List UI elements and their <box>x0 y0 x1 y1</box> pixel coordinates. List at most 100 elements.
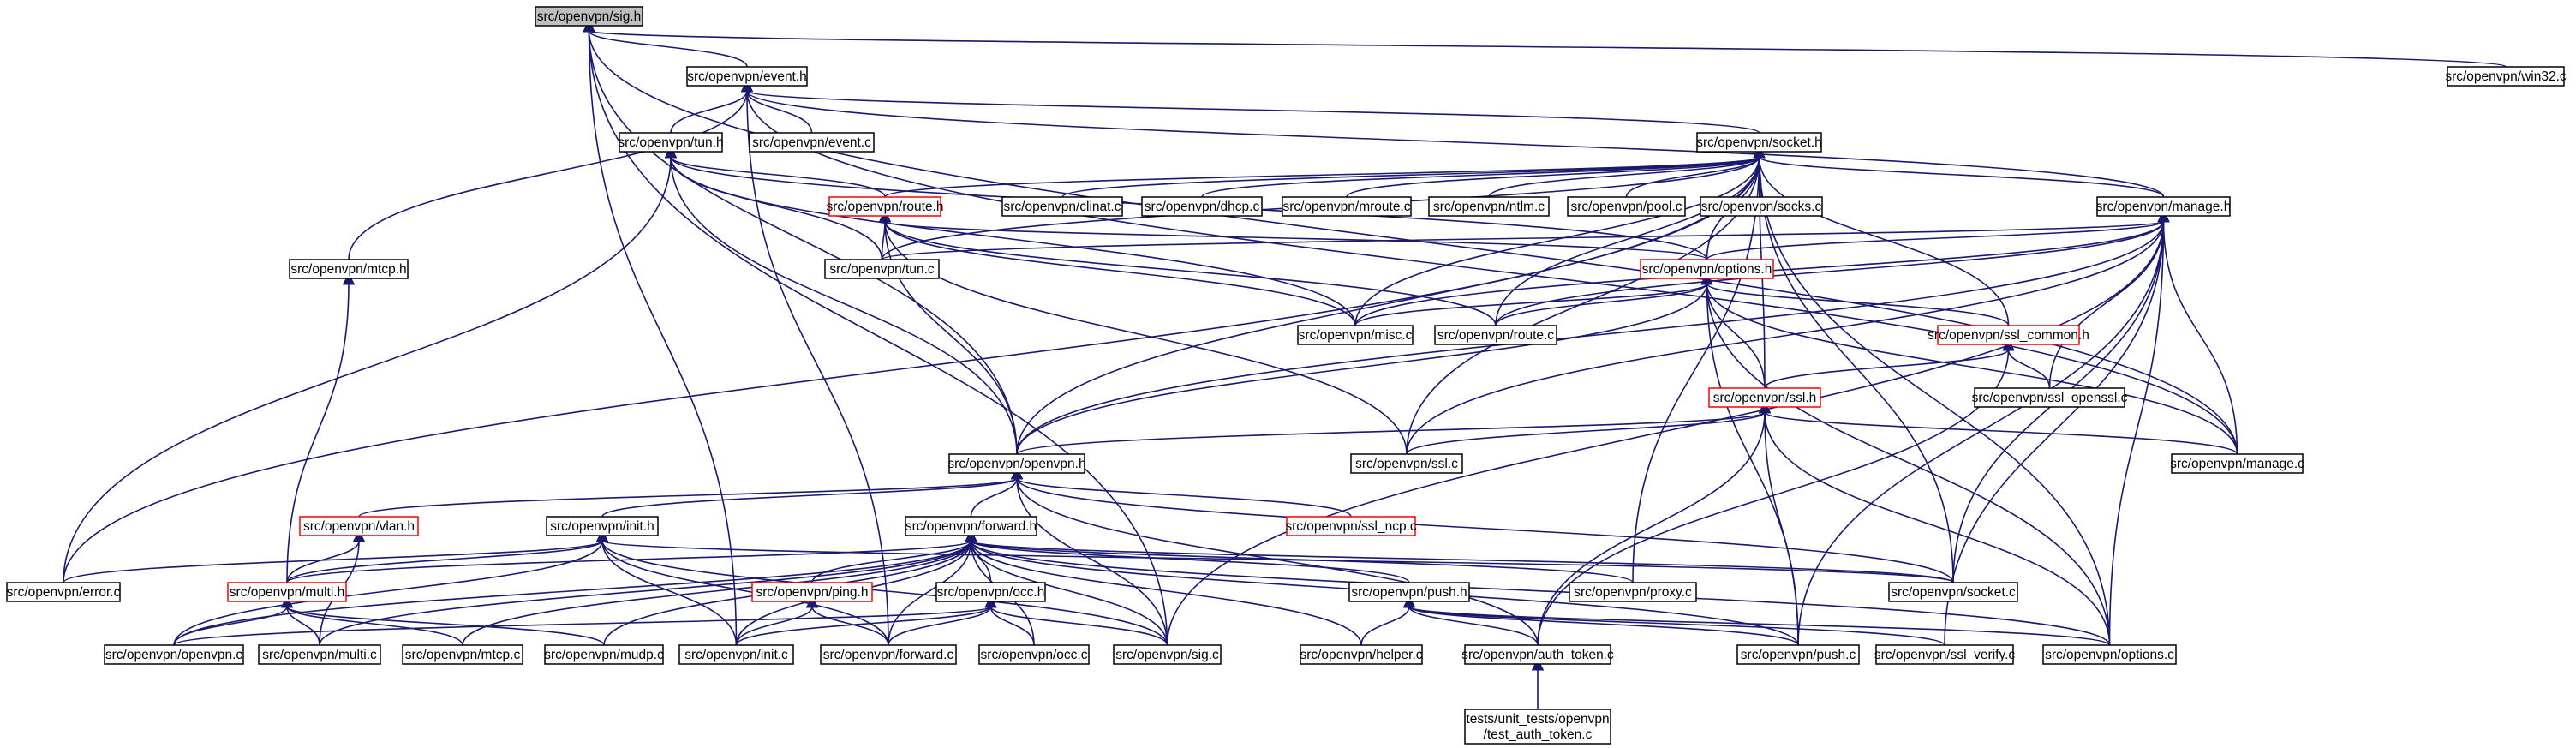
node-options-c[interactable]: src/openvpn/options.c <box>2042 644 2177 665</box>
node-label: src/openvpn/sig.h <box>537 9 642 24</box>
node-ssl-h[interactable]: src/openvpn/ssl.h <box>1708 387 1821 408</box>
node-mudp-c[interactable]: src/openvpn/mudp.c <box>544 644 664 665</box>
node-tun-h[interactable]: src/openvpn/tun.h <box>618 132 724 153</box>
node-label: src/openvpn/manage.c <box>2170 457 2304 471</box>
node-ssl-verify-c[interactable]: src/openvpn/ssl_verify.c <box>1874 644 2015 665</box>
node-manage-h[interactable]: src/openvpn/manage.h <box>2096 196 2232 217</box>
node-socks-c[interactable]: src/openvpn/socks.c <box>1700 196 1823 217</box>
edge-tun-h-to-misc-c <box>664 146 1356 326</box>
node-box <box>1640 259 1774 279</box>
node-ssl-c[interactable]: src/openvpn/ssl.c <box>1350 453 1463 474</box>
edge-multi-h-to-openvpn-c <box>173 595 294 646</box>
edge-manage-h-to-push-c <box>1797 210 2170 646</box>
node-sig-c[interactable]: src/openvpn/sig.c <box>1113 644 1222 665</box>
node-box <box>227 582 347 602</box>
node-mroute-c[interactable]: src/openvpn/mroute.c <box>1282 196 1412 217</box>
node-box <box>1282 196 1412 217</box>
edge-event-h-to-event-c <box>740 80 813 134</box>
node-label: src/openvpn/sig.c <box>1115 648 1219 662</box>
node-error-c[interactable]: src/openvpn/error.c <box>6 582 121 602</box>
node-ntlm-c[interactable]: src/openvpn/ntlm.c <box>1428 196 1550 217</box>
node-box <box>1348 582 1470 602</box>
node-route-h[interactable]: src/openvpn/route.h <box>826 196 944 217</box>
node-mtcp-h[interactable]: src/openvpn/mtcp.h <box>289 259 409 279</box>
node-socket-c[interactable]: src/openvpn/socket.c <box>1888 582 2018 602</box>
node-proxy-c[interactable]: src/openvpn/proxy.c <box>1569 582 1697 602</box>
edge-socket-h-to-misc-c <box>1354 146 1766 326</box>
node-push-c[interactable]: src/openvpn/push.c <box>1736 644 1860 665</box>
node-ping-h[interactable]: src/openvpn/ping.h <box>751 582 873 602</box>
node-label: src/openvpn/options.c <box>2045 648 2174 662</box>
edge-forward-h-to-sig-c <box>965 530 1168 646</box>
node-ssl-ncp-c[interactable]: src/openvpn/ssl_ncp.c <box>1285 516 1417 536</box>
node-route-c[interactable]: src/openvpn/route.c <box>1434 325 1557 345</box>
node-ssl-common-h[interactable]: src/openvpn/ssl_common.h <box>1928 325 2089 345</box>
node-box <box>1300 644 1423 665</box>
node-misc-c[interactable]: src/openvpn/misc.c <box>1297 325 1414 345</box>
edge-openvpn-h-to-sig-c <box>1010 467 1168 646</box>
node-vlan-h[interactable]: src/openvpn/vlan.h <box>299 516 419 536</box>
node-openvpn-c[interactable]: src/openvpn/openvpn.c <box>104 644 244 665</box>
node-label: src/openvpn/multi.h <box>230 585 344 600</box>
node-options-h[interactable]: src/openvpn/options.h <box>1640 259 1774 279</box>
node-push-h[interactable]: src/openvpn/push.h <box>1348 582 1470 602</box>
edge-route-h-to-misc-c <box>878 210 1356 326</box>
edge-ssl-common-h-to-ssl-openssl-c <box>2002 338 2051 389</box>
node-box <box>1113 644 1222 665</box>
node-init-h[interactable]: src/openvpn/init.h <box>546 516 659 536</box>
node-multi-c[interactable]: src/openvpn/multi.c <box>258 644 381 665</box>
node-box <box>546 516 659 536</box>
node-event-c[interactable]: src/openvpn/event.c <box>749 132 875 153</box>
node-occ-c[interactable]: src/openvpn/occ.c <box>978 644 1090 665</box>
node-multi-h[interactable]: src/openvpn/multi.h <box>227 582 347 602</box>
edge-route-h-to-options-h <box>878 210 1708 260</box>
node-event-h[interactable]: src/openvpn/event.h <box>686 66 808 87</box>
edge-socket-h-to-manage-h <box>1753 146 2165 198</box>
node-forward-c[interactable]: src/openvpn/forward.c <box>820 644 957 665</box>
node-win32-c[interactable]: src/openvpn/win32.c <box>2445 66 2567 87</box>
edge-manage-h-to-ssl-verify-c <box>1944 210 2170 646</box>
node-label: src/openvpn/ssl_ncp.c <box>1285 519 1417 534</box>
node-mtcp-c[interactable]: src/openvpn/mtcp.c <box>402 644 523 665</box>
edge-manage-h-to-ssl-openssl-c <box>2048 210 2170 389</box>
node-tun-c[interactable]: src/openvpn/tun.c <box>824 259 940 279</box>
node-pool-c[interactable]: src/openvpn/pool.c <box>1567 196 1686 217</box>
edge-occ-h-to-init-c <box>735 595 997 646</box>
node-helper-c[interactable]: src/openvpn/helper.c <box>1300 644 1423 665</box>
edge-init-h-to-multi-h <box>286 530 609 583</box>
node-ssl-openssl-c[interactable]: src/openvpn/ssl_openssl.c <box>1972 387 2128 408</box>
node-auth-token-c[interactable]: src/openvpn/auth_token.c <box>1461 644 1614 665</box>
node-box <box>2042 644 2177 665</box>
node-label: src/openvpn/ssl_verify.c <box>1874 648 2015 662</box>
node-clinat-c[interactable]: src/openvpn/clinat.c <box>1001 196 1123 217</box>
edge-ssl-common-h-to-ssl-h <box>1764 338 2015 389</box>
node-manage-c[interactable]: src/openvpn/manage.c <box>2170 453 2304 474</box>
node-box <box>2171 453 2304 474</box>
node-sig-h[interactable]: src/openvpn/sig.h <box>535 6 643 27</box>
node-box <box>1286 516 1416 536</box>
node-occ-h[interactable]: src/openvpn/occ.h <box>935 582 1046 602</box>
node-label: src/openvpn/pool.c <box>1570 200 1682 214</box>
edge-occ-h-to-sig-c <box>984 595 1168 646</box>
node-box <box>1464 709 1611 745</box>
edge-forward-h-to-helper-c <box>965 530 1362 646</box>
node-socket-h[interactable]: src/openvpn/socket.h <box>1696 132 1822 153</box>
node-openvpn-h[interactable]: src/openvpn/openvpn.h <box>947 453 1086 474</box>
node-box <box>820 644 957 665</box>
node-box <box>1434 325 1557 345</box>
node-label: src/openvpn/openvpn.c <box>105 648 243 662</box>
node-label: src/openvpn/openvpn.h <box>947 457 1085 471</box>
node-label: src/openvpn/ping.h <box>756 585 869 600</box>
node-init-c[interactable]: src/openvpn/init.c <box>678 644 794 665</box>
node-label: src/openvpn/route.h <box>826 200 943 214</box>
node-label: src/openvpn/options.h <box>1642 262 1772 277</box>
node-dhcp-c[interactable]: src/openvpn/dhcp.c <box>1141 196 1263 217</box>
node-label: src/openvpn/occ.h <box>937 585 1045 600</box>
edge-ssl-h-to-push-c <box>1758 401 1799 646</box>
node-box <box>2447 66 2565 87</box>
node-forward-h[interactable]: src/openvpn/forward.h <box>905 516 1037 536</box>
node-test-auth-token-c[interactable]: tests/unit_tests/openvpn/test_auth_token… <box>1464 709 1611 745</box>
edge-sig-h-to-init-c <box>583 20 738 646</box>
node-box <box>1736 644 1860 665</box>
